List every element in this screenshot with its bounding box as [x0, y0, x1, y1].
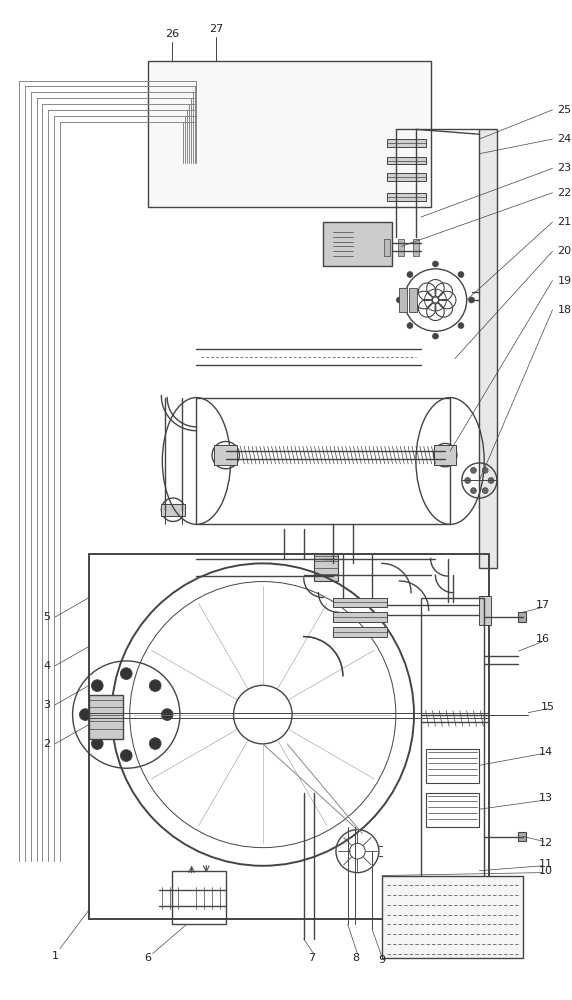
Circle shape: [458, 272, 464, 277]
Text: 27: 27: [209, 24, 223, 34]
Bar: [479, 129, 497, 568]
Circle shape: [464, 478, 471, 483]
Circle shape: [120, 750, 132, 761]
Text: 10: 10: [539, 866, 553, 876]
Bar: [323, 222, 392, 266]
Circle shape: [407, 272, 413, 277]
Bar: [435, 445, 456, 465]
Text: 4: 4: [43, 661, 50, 671]
Text: 14: 14: [539, 747, 553, 757]
Bar: [518, 832, 526, 841]
Text: 1: 1: [51, 951, 58, 961]
Bar: [196, 398, 450, 524]
Circle shape: [432, 333, 438, 339]
Text: 2: 2: [43, 739, 50, 749]
Circle shape: [482, 467, 488, 473]
Circle shape: [80, 709, 91, 720]
Bar: [479, 596, 491, 625]
Bar: [387, 157, 426, 164]
Bar: [333, 627, 387, 637]
Bar: [518, 612, 526, 622]
Text: 20: 20: [557, 246, 571, 256]
Text: 22: 22: [557, 188, 571, 198]
Circle shape: [488, 478, 494, 483]
Circle shape: [458, 323, 464, 328]
Bar: [148, 61, 431, 207]
Bar: [398, 239, 404, 256]
Bar: [421, 598, 484, 919]
Text: 21: 21: [557, 217, 571, 227]
Text: 13: 13: [539, 793, 553, 803]
Bar: [426, 793, 479, 827]
Text: 9: 9: [378, 955, 386, 965]
Text: 16: 16: [536, 634, 550, 644]
Circle shape: [407, 323, 413, 328]
Bar: [387, 193, 426, 201]
Text: 5: 5: [43, 612, 50, 622]
Bar: [399, 288, 407, 312]
Circle shape: [432, 261, 438, 267]
Text: 26: 26: [165, 29, 179, 39]
Bar: [409, 288, 417, 312]
Bar: [387, 173, 426, 181]
Circle shape: [161, 709, 173, 720]
Bar: [313, 554, 338, 581]
Text: 25: 25: [557, 105, 571, 115]
Text: 19: 19: [557, 276, 571, 286]
Text: 24: 24: [557, 134, 571, 144]
Text: 23: 23: [557, 163, 571, 173]
Bar: [413, 239, 419, 256]
Circle shape: [471, 488, 476, 494]
Circle shape: [468, 297, 474, 303]
Text: 8: 8: [352, 953, 359, 963]
Circle shape: [471, 467, 476, 473]
Text: 3: 3: [43, 700, 50, 710]
Bar: [387, 139, 426, 147]
Circle shape: [120, 668, 132, 679]
Text: 17: 17: [536, 600, 550, 610]
Bar: [382, 876, 523, 958]
Bar: [214, 445, 237, 465]
Text: 12: 12: [539, 838, 553, 848]
Text: 15: 15: [541, 702, 555, 712]
Bar: [89, 695, 124, 739]
Bar: [89, 554, 489, 919]
Bar: [333, 598, 387, 607]
Bar: [384, 239, 390, 256]
Circle shape: [92, 680, 103, 691]
Text: 11: 11: [539, 859, 553, 869]
Text: 6: 6: [144, 953, 151, 963]
Circle shape: [396, 297, 402, 303]
Text: 7: 7: [308, 953, 315, 963]
Circle shape: [92, 738, 103, 749]
Circle shape: [149, 680, 161, 691]
Circle shape: [149, 738, 161, 749]
Bar: [172, 871, 226, 924]
Circle shape: [482, 488, 488, 494]
Text: 18: 18: [557, 305, 571, 315]
Bar: [161, 504, 185, 516]
Bar: [333, 612, 387, 622]
Bar: [426, 749, 479, 783]
